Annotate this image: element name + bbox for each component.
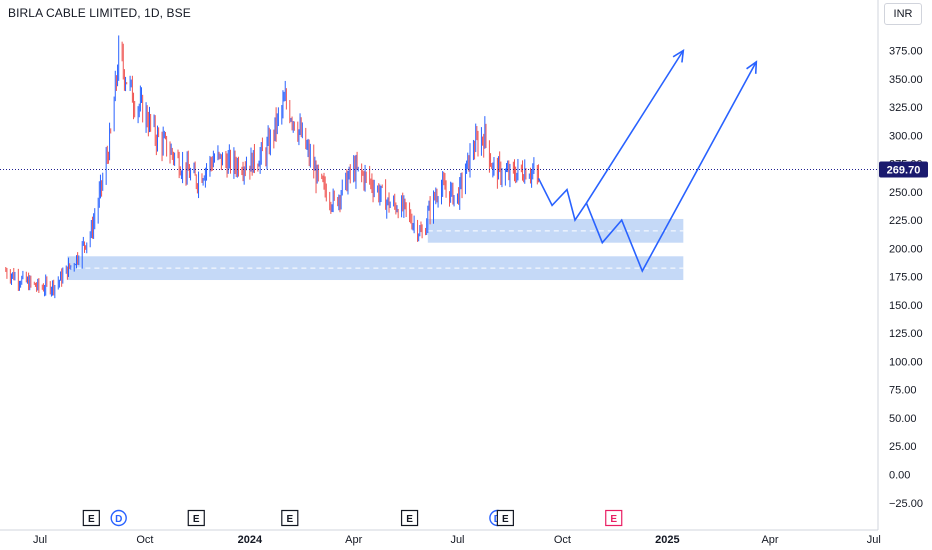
projection-path[interactable]	[585, 61, 758, 273]
projection-path[interactable]	[537, 50, 684, 223]
y-tick-label: 25.00	[889, 441, 917, 453]
svg-text:E: E	[286, 514, 293, 525]
y-tick-label: 200.00	[889, 243, 923, 255]
y-tick-label: 350.00	[889, 74, 923, 86]
x-tick-label: Apr	[761, 534, 778, 546]
candlestick-series	[5, 35, 539, 299]
earnings-event-badge[interactable]: E	[82, 509, 100, 527]
last-price-label-bg	[879, 161, 928, 178]
projection-arrowhead	[672, 48, 685, 63]
x-tick-label: Jul	[33, 534, 47, 546]
svg-text:D: D	[115, 514, 122, 525]
time-axis[interactable]: Jul Oct 2024 Apr Jul Oct 2025 Apr Jul	[33, 534, 881, 546]
earnings-event-badge[interactable]: E	[281, 509, 299, 527]
earnings-event-badge[interactable]: E	[400, 509, 419, 527]
y-tick-label: −25.00	[889, 498, 923, 510]
y-tick-label: 0.00	[889, 470, 910, 482]
currency-button[interactable]: INR	[884, 3, 922, 25]
y-tick-label: 300.00	[889, 130, 923, 142]
x-tick-label: 2025	[655, 534, 679, 546]
projection-paths	[537, 48, 758, 273]
y-tick-label: 250.00	[889, 187, 923, 199]
x-tick-label: Jul	[450, 534, 464, 546]
y-tick-label: 375.00	[889, 46, 923, 58]
x-tick-label: Jul	[867, 534, 881, 546]
symbol-title: BIRLA CABLE LIMITED, 1D, BSE	[8, 6, 191, 20]
svg-text:E: E	[502, 514, 509, 525]
y-tick-label: 50.00	[889, 413, 917, 425]
y-tick-label: 100.00	[889, 356, 923, 368]
last-price-label: 269.70	[887, 165, 921, 177]
svg-text:E: E	[193, 514, 200, 525]
x-tick-label: Apr	[345, 534, 362, 546]
projection-arrowhead	[746, 60, 758, 74]
earnings-event-badge[interactable]: E	[496, 509, 514, 527]
svg-text:E: E	[88, 514, 95, 525]
events-row: EDEEEDEE	[82, 509, 623, 527]
earnings-event-badge[interactable]: E	[605, 509, 623, 527]
x-tick-label: 2024	[238, 534, 263, 546]
x-tick-label: Oct	[136, 534, 153, 546]
price-axis[interactable]: −25.00 0.00 25.00 50.00 75.00 100.00 125.00 150…	[879, 46, 928, 510]
svg-text:E: E	[610, 514, 617, 525]
demand-zones	[67, 218, 684, 281]
y-tick-label: 125.00	[889, 328, 923, 340]
earnings-event-badge[interactable]: E	[187, 509, 205, 527]
y-tick-label: 75.00	[889, 385, 917, 397]
y-tick-label: 225.00	[889, 215, 923, 227]
x-tick-label: Oct	[554, 534, 571, 546]
y-tick-label: 150.00	[889, 300, 923, 312]
dividend-event-badge[interactable]: D	[110, 509, 127, 527]
y-tick-label: 325.00	[889, 102, 923, 114]
svg-text:E: E	[406, 514, 413, 525]
price-grid	[0, 0, 879, 531]
y-tick-label: 175.00	[889, 272, 923, 284]
